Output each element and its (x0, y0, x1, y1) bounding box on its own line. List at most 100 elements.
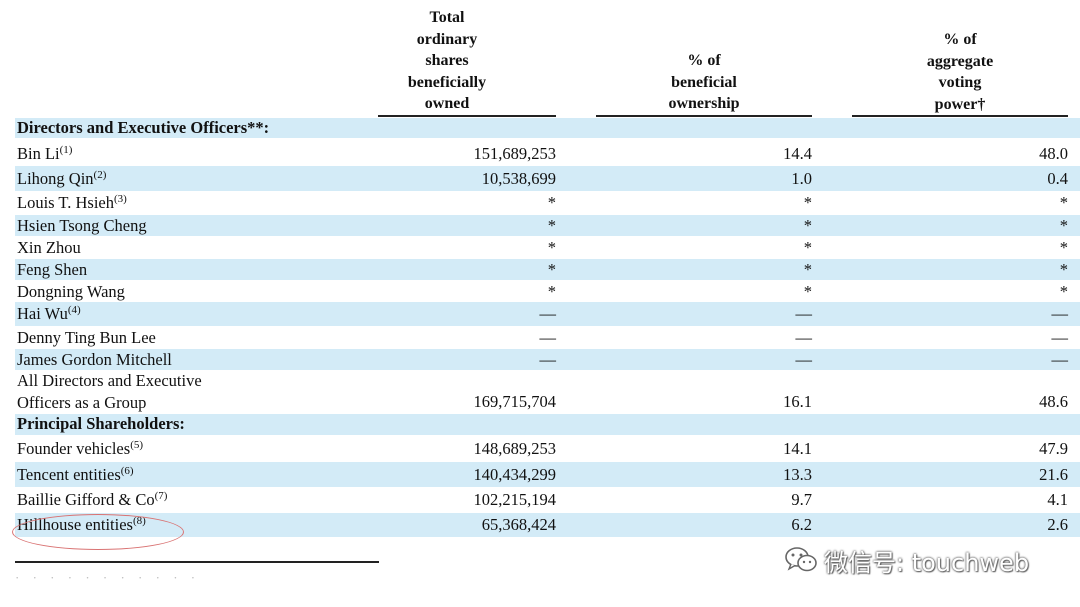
header-line: beneficially (407, 73, 487, 91)
shares-owned-cell: 65,368,424 (481, 515, 556, 534)
holder-name-text: Tencent entities (17, 464, 121, 484)
ownership-pct-cell: 13.3 (783, 464, 812, 484)
table-row: Baillie Gifford & Co(7) 102,215,194 9.7 4.1 (15, 488, 1080, 512)
section-title: Directors and Executive Officers**: (17, 117, 269, 139)
watermark: 微信号: touchweb (784, 540, 1029, 580)
voting-power-cell: — (1051, 350, 1069, 369)
table-row: Xin Zhou * * * (15, 237, 1080, 258)
voting-power-cell: 48.6 (1039, 392, 1068, 411)
holder-name-text: Feng Shen (17, 260, 88, 279)
shares-owned-cell: — (539, 304, 557, 323)
footnote-rule (15, 561, 379, 563)
ownership-pct-cell: * (803, 282, 812, 301)
voting-power-cell: 21.6 (1039, 464, 1068, 484)
section-title: Principal Shareholders: (17, 413, 185, 435)
holder-name: Founder vehicles(5) (17, 438, 143, 460)
footnote-ref: (7) (154, 490, 168, 502)
footnote-ref: (5) (130, 438, 144, 451)
ownership-pct-cell: 14.4 (783, 143, 812, 163)
holder-name: Hai Wu(4) (17, 303, 81, 325)
wechat-icon (785, 547, 817, 572)
shares-owned-cell: * (547, 260, 556, 279)
voting-power-cell: 4.1 (1047, 490, 1068, 509)
holder-name-text: Louis T. Hsieh (17, 193, 115, 212)
shares-owned-cell: — (539, 328, 557, 347)
ownership-pct-cell: 6.2 (791, 515, 812, 534)
table-row: Feng Shen * * * (15, 259, 1080, 280)
table-row: Hillhouse entities(8) 65,368,424 6.2 2.6 (15, 513, 1080, 537)
header-voting-power: % of aggregate voting power† (852, 29, 1068, 115)
section-header-row: Principal Shareholders: (15, 414, 1080, 435)
holder-name: Feng Shen (17, 259, 87, 281)
holder-name: Xin Zhou (17, 237, 81, 259)
header-line: beneficial (671, 73, 737, 91)
holder-name: James Gordon Mitchell (17, 349, 172, 371)
holder-name: All Directors and Executive Officers as a… (17, 370, 202, 414)
header-line: ownership (668, 95, 740, 112)
voting-power-cell: * (1059, 260, 1068, 279)
highlight-ellipse (12, 514, 184, 550)
holder-name-text: Dongning Wang (17, 282, 125, 301)
voting-power-cell: * (1059, 282, 1068, 301)
table-row: All Directors and Executive Officers as a… (15, 371, 1080, 413)
ownership-pct-cell: 16.1 (783, 392, 812, 411)
holder-name-text: Hsien Tsong Cheng (17, 216, 147, 235)
holder-name-text: Baillie Gifford & Co (17, 490, 155, 509)
holder-name: Baillie Gifford & Co(7) (17, 489, 167, 511)
voting-power-cell: * (1059, 238, 1068, 257)
ownership-pct-cell: 1.0 (791, 168, 812, 188)
holder-name: Lihong Qin(2) (17, 168, 106, 190)
ownership-pct-cell: * (803, 238, 812, 257)
holder-name-text: Founder vehicles (17, 438, 131, 458)
header-underline-voting (852, 115, 1068, 117)
ownership-pct-cell: — (795, 304, 813, 323)
shares-owned-cell: 140,434,299 (473, 464, 557, 484)
shares-owned-cell: 10,538,699 (481, 168, 556, 188)
ownership-pct-cell: * (803, 216, 812, 235)
holder-name-text: Principal Shareholders: (17, 414, 185, 433)
voting-power-cell: — (1051, 304, 1069, 323)
holder-name: Tencent entities(6) (17, 464, 134, 486)
holder-name-text: Bin Li (17, 143, 60, 163)
header-line: shares (425, 52, 469, 69)
shares-owned-cell: 151,689,253 (473, 143, 557, 163)
holder-name-line: All Directors and Executive (17, 371, 202, 390)
ownership-pct-cell: — (795, 328, 813, 347)
footnote-text-cropped: · · · · · · · · · · · (15, 571, 201, 579)
holder-name: Denny Ting Bun Lee (17, 327, 156, 349)
header-underline-ownership (596, 115, 812, 117)
holder-name: Louis T. Hsieh(3) (17, 192, 127, 214)
table-row: Bin Li(1) 151,689,253 14.4 48.0 (15, 141, 1080, 166)
holder-name: Hsien Tsong Cheng (17, 215, 147, 237)
shares-owned-cell: * (547, 238, 556, 257)
ownership-pct-cell: 14.1 (783, 438, 812, 458)
header-line: aggregate (926, 52, 994, 70)
header-underline-shares (378, 115, 556, 117)
voting-power-cell: — (1051, 328, 1069, 347)
table-row: Lihong Qin(2) 10,538,699 1.0 0.4 (15, 166, 1080, 191)
holder-name-text: Xin Zhou (17, 238, 81, 257)
table-row: Louis T. Hsieh(3) * * * (15, 192, 1080, 214)
holder-name-line: Officers as a Group (17, 393, 147, 412)
voting-power-cell: * (1059, 193, 1068, 212)
header-line: voting (938, 74, 982, 91)
holder-name: Dongning Wang (17, 281, 125, 303)
header-line: % of (687, 52, 721, 69)
holder-name-text: Denny Ting Bun Lee (17, 328, 156, 347)
voting-power-cell: * (1059, 216, 1068, 235)
table-row: Hsien Tsong Cheng * * * (15, 215, 1080, 236)
shares-owned-cell: * (547, 282, 556, 301)
header-beneficial-ownership: % of beneficial ownership (598, 50, 810, 115)
shares-owned-cell: * (547, 216, 556, 235)
table-row: James Gordon Mitchell — — — (15, 349, 1080, 370)
watermark-text: 微信号: touchweb (824, 548, 1030, 577)
holder-name: Bin Li(1) (17, 143, 72, 165)
holder-name-text: Directors and Executive Officers**: (17, 118, 270, 137)
header-line: owned (424, 95, 470, 112)
voting-power-cell: 47.9 (1039, 438, 1068, 458)
table-row: Hai Wu(4) — — — (15, 302, 1080, 326)
ownership-pct-cell: * (803, 193, 812, 212)
footnote-ref: (2) (93, 168, 107, 181)
shares-owned-cell: * (547, 193, 556, 212)
ownership-pct-cell: * (803, 260, 812, 279)
